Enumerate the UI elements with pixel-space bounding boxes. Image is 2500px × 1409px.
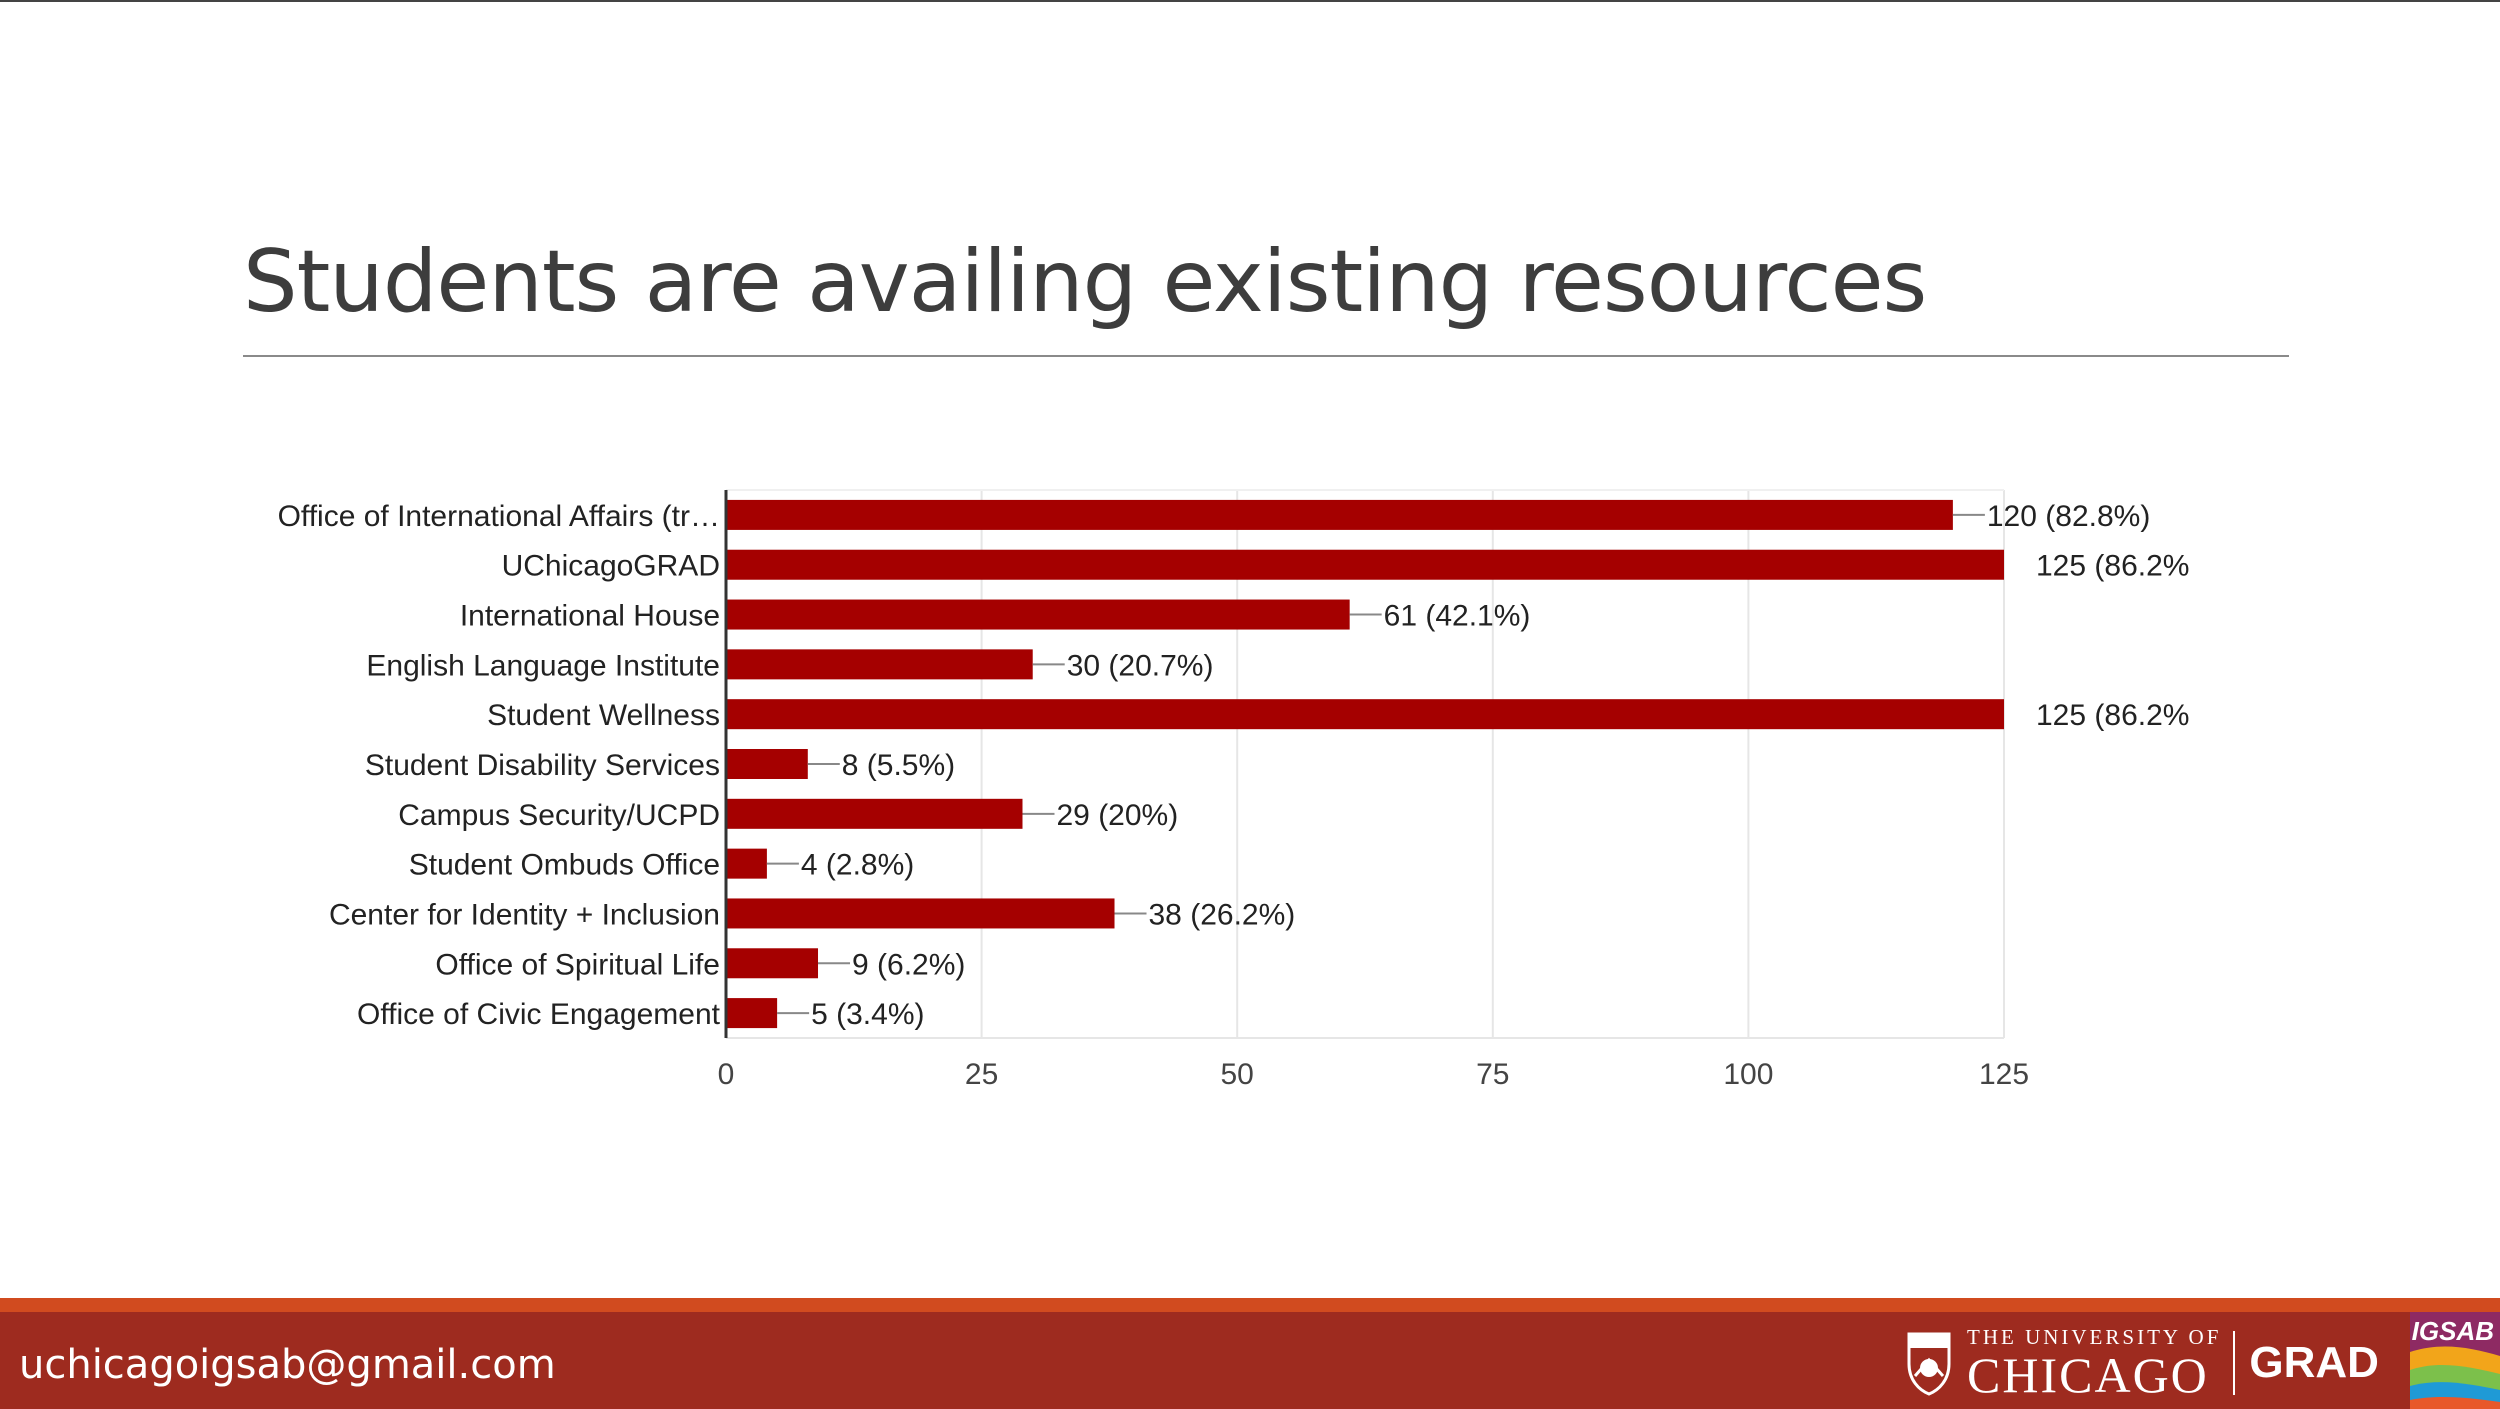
category-label: International House	[460, 600, 720, 633]
bar	[726, 649, 1033, 680]
category-label: Office of International Affairs (tr…	[278, 500, 720, 533]
bar	[726, 549, 2004, 580]
bar	[726, 798, 1023, 829]
logo-grad: GRAD	[2249, 1338, 2379, 1387]
logo-igsab: IGSAB	[2411, 1316, 2494, 1346]
data-label: 125 (86.2%	[2036, 699, 2189, 732]
category-label: Office of Civic Engagement	[357, 998, 721, 1031]
bar	[726, 599, 1350, 630]
bar	[726, 848, 767, 879]
data-label: 5 (3.4%)	[811, 998, 924, 1031]
data-label: 30 (20.7%)	[1067, 649, 1214, 682]
category-label: Campus Security/UCPD	[398, 799, 720, 832]
title-divider	[243, 355, 2289, 357]
x-tick-label: 100	[1723, 1058, 1773, 1091]
x-tick-label: 25	[965, 1058, 998, 1091]
top-border	[0, 0, 2500, 2]
data-label: 120 (82.8%)	[1987, 500, 2150, 533]
igsab-logo: IGSAB	[2410, 1312, 2500, 1409]
logo-divider	[2233, 1331, 2236, 1395]
category-label: Student Wellness	[487, 699, 720, 732]
data-label: 61 (42.1%)	[1384, 600, 1531, 633]
category-label: Center for Identity + Inclusion	[329, 898, 720, 931]
logo-university-main: CHICAGO	[1967, 1346, 2209, 1403]
phoenix-shield-icon	[1907, 1332, 1951, 1396]
data-label: 125 (86.2%	[2036, 550, 2189, 583]
category-label: UChicagoGRAD	[502, 550, 720, 583]
footer-bar: uchicagoigsab@gmail.com THE UNIVERSITY O…	[0, 1298, 2500, 1409]
x-tick-label: 75	[1476, 1058, 1509, 1091]
x-tick-label: 0	[718, 1058, 735, 1091]
category-label: English Language Institute	[366, 649, 720, 682]
footer-email[interactable]: uchicagoigsab@gmail.com	[19, 1342, 556, 1388]
slide-title: Students are availing existing resources	[243, 232, 1927, 332]
data-label: 4 (2.8%)	[801, 849, 914, 882]
category-label: Student Disability Services	[365, 749, 720, 782]
bar	[726, 898, 1115, 929]
data-label: 38 (26.2%)	[1149, 898, 1296, 931]
data-label: 9 (6.2%)	[852, 948, 965, 981]
bar	[726, 948, 819, 979]
data-label: 29 (20%)	[1056, 799, 1178, 832]
x-tick-label: 125	[1979, 1058, 2029, 1091]
bar	[726, 499, 1953, 530]
logo-university-sub: THE UNIVERSITY OF	[1967, 1324, 2222, 1349]
igsab-swoosh-icon	[2410, 1312, 2500, 1409]
x-tick-label: 50	[1221, 1058, 1254, 1091]
bar	[726, 699, 2004, 730]
data-label: 8 (5.5%)	[842, 749, 955, 782]
footer-stripe	[0, 1298, 2500, 1312]
bar-chart: Office of International Affairs (tr… 120 …	[278, 489, 2189, 1091]
bar	[726, 998, 778, 1029]
category-label: Student Ombuds Office	[409, 849, 720, 882]
category-label: Office of Spiritual Life	[435, 948, 720, 981]
uchicago-grad-logo: THE UNIVERSITY OF CHICAGO GRAD	[1905, 1324, 2379, 1403]
bar	[726, 749, 808, 779]
